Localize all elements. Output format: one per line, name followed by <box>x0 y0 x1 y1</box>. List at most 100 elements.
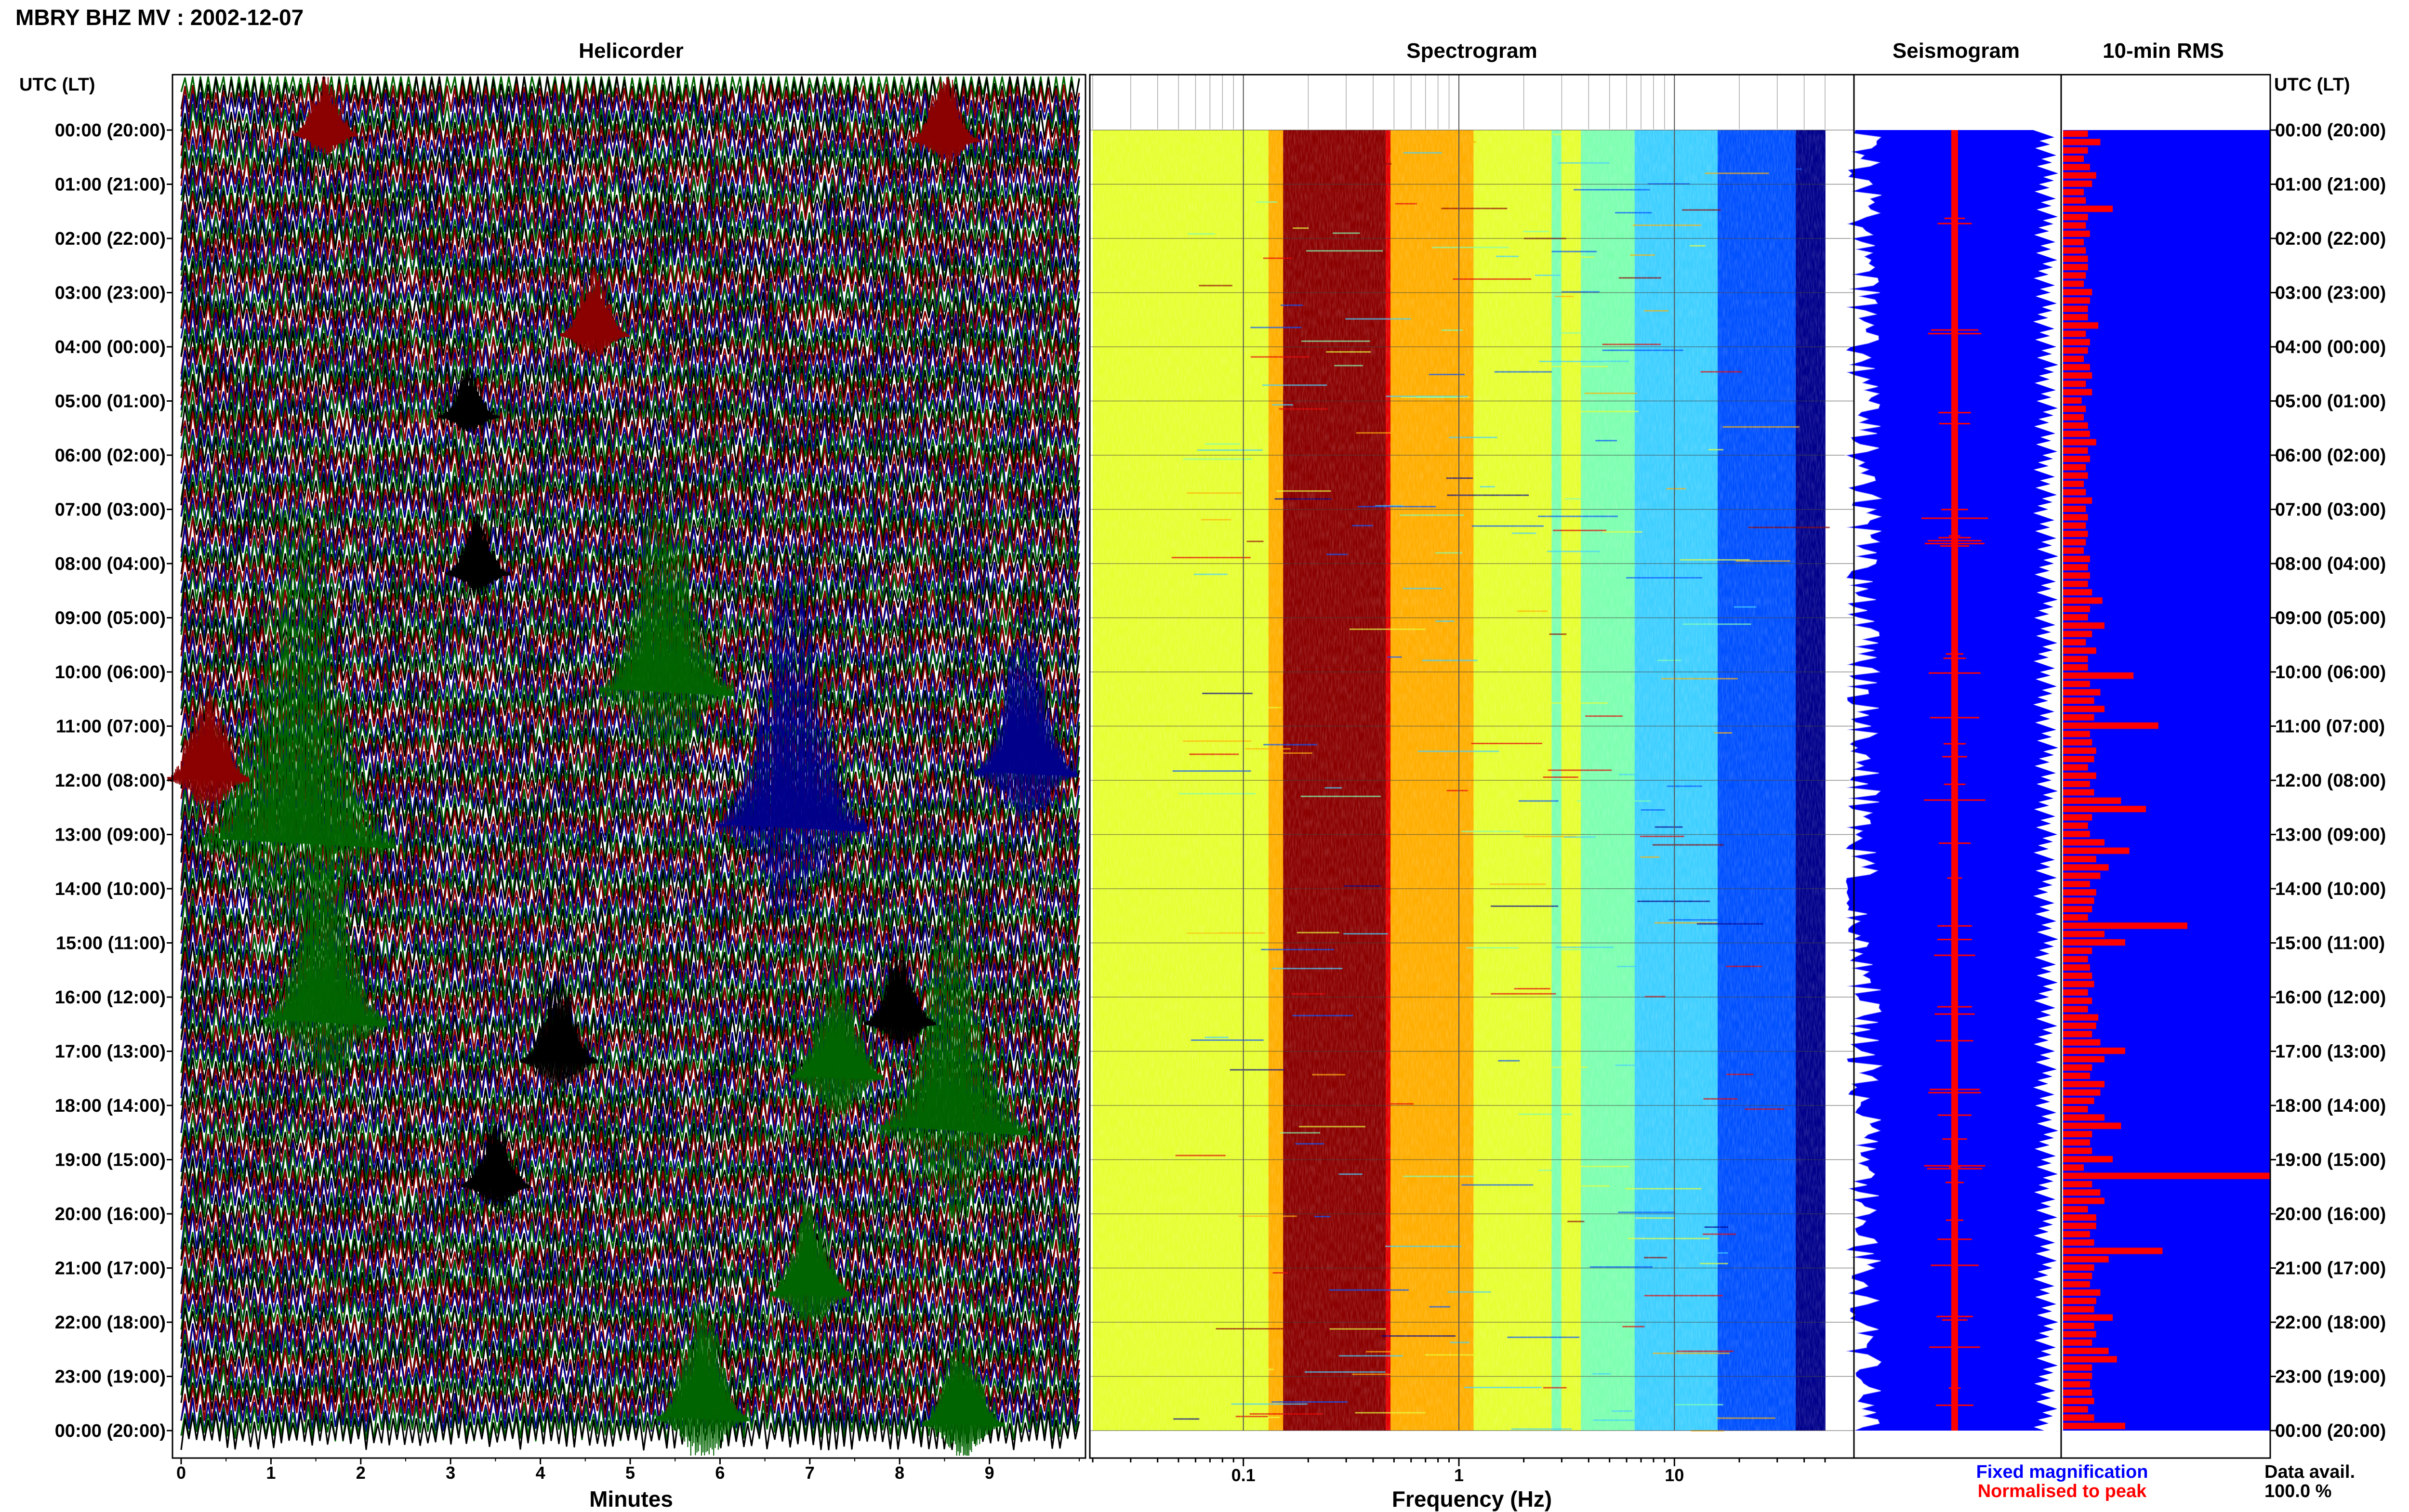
rms-bar <box>2063 297 2090 304</box>
time-label-right: 17:00 (13:00) <box>2275 1042 2386 1062</box>
helicorder-trace-line <box>180 200 1080 240</box>
rms-bar <box>2063 131 2088 137</box>
time-label-left: 21:00 (17:00) <box>55 1259 166 1279</box>
rms-bar <box>2063 1039 2101 1046</box>
rms-bar <box>2063 1006 2088 1012</box>
rms-bar <box>2063 922 2187 929</box>
rms-bar <box>2063 147 2088 154</box>
time-label-left: 20:00 (16:00) <box>55 1204 166 1224</box>
rms-bar <box>2063 139 2101 145</box>
rms-bar <box>2063 981 2094 987</box>
rms-bar <box>2063 1072 2090 1079</box>
minute-tick-label: 4 <box>536 1463 545 1483</box>
helicorder-trace-line <box>180 1203 1080 1243</box>
helicorder-title: Helicorder <box>579 39 684 63</box>
rms-bar <box>2063 1323 2094 1329</box>
minute-tick-label: 0 <box>176 1463 186 1483</box>
helicorder-trace-line <box>180 263 1080 304</box>
rms-bar <box>2063 272 2086 279</box>
helicorder-trace-line <box>180 706 1080 746</box>
helicorder-trace-line <box>180 1212 1080 1252</box>
rms-bar <box>2063 364 2090 370</box>
rms-bar <box>2063 1147 2092 1154</box>
helicorder-event <box>292 77 359 158</box>
rms-bar <box>2063 431 2090 437</box>
rms-bar <box>2063 1306 2094 1313</box>
rms-bar <box>2063 422 2088 429</box>
seismogram-title: Seismogram <box>1893 39 2020 63</box>
time-labels-left: 00:00 (20:00) 01:00 (21:00) 02:00 (22:00) 0… <box>55 120 172 1441</box>
helicorder-trace-line <box>180 1347 1080 1387</box>
data-avail-label: Data avail. <box>2264 1462 2355 1482</box>
rms-bar <box>2063 1281 2090 1288</box>
rms-bar <box>2063 1422 2125 1429</box>
rms-bar <box>2063 389 2092 395</box>
rms-bar <box>2063 1031 2092 1038</box>
rms-bar <box>2063 1364 2092 1371</box>
rms-bar <box>2063 580 2088 587</box>
rms-bar <box>2063 406 2086 412</box>
rms-bar <box>2063 355 2084 362</box>
rms-bar <box>2063 614 2088 621</box>
rms-bar <box>2063 289 2092 296</box>
helicorder-event <box>598 459 735 776</box>
time-label-right: 14:00 (10:00) <box>2275 879 2386 899</box>
rms-bar <box>2063 706 2105 712</box>
time-label-right: 18:00 (14:00) <box>2275 1096 2386 1116</box>
rms-bar <box>2063 739 2092 746</box>
minute-tick-label: 7 <box>805 1463 815 1483</box>
legend-normalised-to-peak: Normalised to peak <box>1978 1481 2147 1501</box>
rms-bar <box>2063 372 2092 379</box>
helicorder-trace-line <box>180 155 1080 196</box>
helicorder-event <box>437 367 501 433</box>
helicorder-trace-line <box>180 300 1080 340</box>
helicorder-event <box>716 555 868 924</box>
rms-bars <box>2063 130 2270 1431</box>
time-label-right: 16:00 (12:00) <box>2275 987 2386 1008</box>
spectrogram-panel: 0.1 1 10 Frequency (Hz) <box>1089 74 1855 1512</box>
rms-bar <box>2063 1214 2096 1221</box>
helicorder-trace-line <box>180 336 1080 376</box>
rms-bar <box>2063 631 2092 637</box>
time-label-right: 19:00 (15:00) <box>2275 1150 2386 1170</box>
rms-bar <box>2063 456 2090 462</box>
minute-tick-label: 1 <box>266 1463 276 1483</box>
time-label-right: 01:00 (21:00) <box>2275 175 2386 195</box>
rms-bar <box>2063 1314 2113 1321</box>
helicorder-trace-line <box>180 1374 1080 1415</box>
rms-bar <box>2063 539 2086 546</box>
helicorder-trace-line <box>180 670 1080 710</box>
helicorder-trace-line <box>180 218 1080 259</box>
time-label-left: 23:00 (19:00) <box>55 1367 166 1387</box>
rms-bar <box>2063 1064 2092 1071</box>
rms-bar <box>2063 714 2094 721</box>
helicorder-trace-line <box>180 417 1080 457</box>
time-label-right: 23:00 (19:00) <box>2275 1367 2386 1387</box>
rms-bar <box>2063 197 2086 204</box>
rms-bar <box>2063 305 2088 312</box>
frequency-tick-label: 1 <box>1454 1465 1464 1485</box>
rms-bar <box>2063 1131 2092 1138</box>
rms-bar <box>2063 464 2086 471</box>
time-label-right: 02:00 (22:00) <box>2275 229 2386 249</box>
rms-bar <box>2063 1248 2163 1254</box>
rms-bar <box>2063 230 2090 237</box>
rms-bar <box>2063 155 2084 162</box>
rms-bar <box>2063 439 2096 446</box>
rms-bar <box>2063 1331 2096 1338</box>
helicorder-trace-line <box>180 210 1080 250</box>
helicorder-frame <box>172 74 1086 1459</box>
rms-bar <box>2063 747 2096 754</box>
rms-bar <box>2063 931 2105 937</box>
rms-bar <box>2063 781 2090 788</box>
minute-tick-label: 3 <box>446 1463 455 1483</box>
rms-bar <box>2063 939 2125 946</box>
helicorder-trace-line <box>180 1311 1080 1352</box>
time-label-right: 13:00 (09:00) <box>2275 825 2386 845</box>
time-label-left: 03:00 (23:00) <box>55 283 166 303</box>
time-label-left: 19:00 (15:00) <box>55 1150 166 1170</box>
helicorder-event <box>519 967 598 1096</box>
rms-bar <box>2063 864 2109 871</box>
rms-bar <box>2063 180 2092 187</box>
rms-bar <box>2063 756 2094 763</box>
